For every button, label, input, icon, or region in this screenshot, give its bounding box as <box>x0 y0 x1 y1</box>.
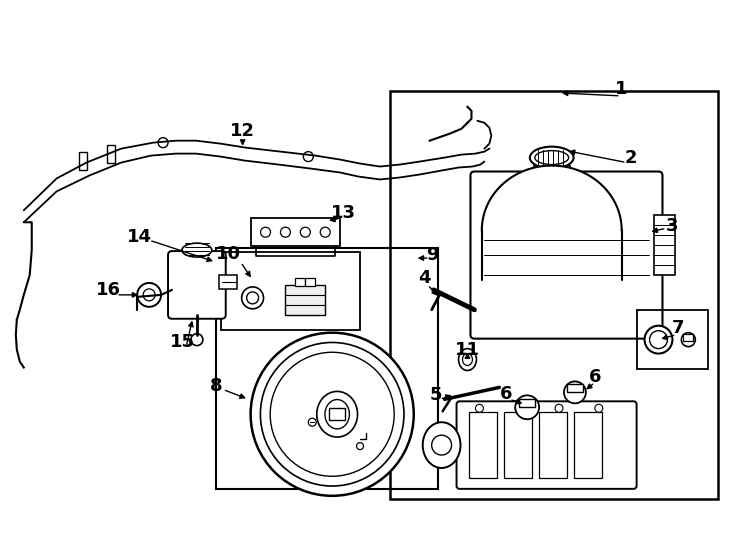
Bar <box>470 412 498 478</box>
Circle shape <box>191 334 203 346</box>
Circle shape <box>280 227 291 237</box>
Bar <box>390 91 718 499</box>
Circle shape <box>595 404 603 412</box>
Text: 6: 6 <box>500 386 512 403</box>
Text: 9: 9 <box>426 246 439 264</box>
Text: 13: 13 <box>330 204 356 222</box>
Ellipse shape <box>325 400 349 429</box>
Bar <box>534 166 570 185</box>
Circle shape <box>158 138 168 147</box>
Circle shape <box>555 404 563 412</box>
Bar <box>221 252 360 330</box>
Bar <box>539 412 567 478</box>
Bar <box>504 412 532 478</box>
Ellipse shape <box>423 422 460 468</box>
Circle shape <box>247 292 258 304</box>
Circle shape <box>357 443 363 450</box>
Bar <box>636 310 708 369</box>
Circle shape <box>650 330 667 349</box>
Bar <box>683 334 694 341</box>
Text: 10: 10 <box>217 245 241 263</box>
Text: 8: 8 <box>209 377 222 395</box>
Circle shape <box>644 326 672 354</box>
Ellipse shape <box>462 354 473 366</box>
Ellipse shape <box>530 147 574 168</box>
Bar <box>219 275 236 289</box>
Circle shape <box>261 342 404 486</box>
Circle shape <box>564 381 586 403</box>
Bar <box>329 408 345 420</box>
Bar <box>295 278 305 286</box>
Circle shape <box>515 395 539 419</box>
Bar <box>574 412 602 478</box>
Text: 14: 14 <box>127 228 152 246</box>
Text: 1: 1 <box>614 80 627 98</box>
Circle shape <box>261 227 271 237</box>
Ellipse shape <box>317 392 357 437</box>
Text: 6: 6 <box>589 368 601 387</box>
Bar <box>216 248 437 489</box>
Text: 2: 2 <box>625 148 637 166</box>
Circle shape <box>303 152 313 161</box>
Circle shape <box>250 333 414 496</box>
Bar <box>519 400 535 407</box>
Circle shape <box>515 404 523 412</box>
Circle shape <box>320 227 330 237</box>
Text: 11: 11 <box>455 341 480 359</box>
Circle shape <box>300 227 310 237</box>
Circle shape <box>308 418 316 426</box>
Bar <box>250 218 340 246</box>
Bar <box>286 285 325 315</box>
FancyBboxPatch shape <box>168 251 226 319</box>
FancyBboxPatch shape <box>470 172 663 339</box>
Bar <box>107 145 115 163</box>
FancyBboxPatch shape <box>457 401 636 489</box>
Circle shape <box>143 289 155 301</box>
Bar <box>653 215 675 275</box>
Bar <box>567 384 583 393</box>
Circle shape <box>476 404 484 412</box>
Circle shape <box>137 283 161 307</box>
Text: 4: 4 <box>418 269 431 287</box>
Bar <box>79 152 87 170</box>
Bar <box>305 278 316 286</box>
Polygon shape <box>482 166 622 230</box>
Ellipse shape <box>182 243 212 257</box>
Circle shape <box>241 287 264 309</box>
Text: 16: 16 <box>96 281 121 299</box>
Text: 5: 5 <box>429 386 442 404</box>
Ellipse shape <box>459 349 476 370</box>
Text: 3: 3 <box>666 217 679 235</box>
Circle shape <box>681 333 695 347</box>
Text: 7: 7 <box>672 319 685 337</box>
Text: 15: 15 <box>170 333 195 350</box>
Ellipse shape <box>535 151 569 165</box>
Circle shape <box>270 352 394 476</box>
Text: 12: 12 <box>230 122 255 140</box>
Circle shape <box>432 435 451 455</box>
